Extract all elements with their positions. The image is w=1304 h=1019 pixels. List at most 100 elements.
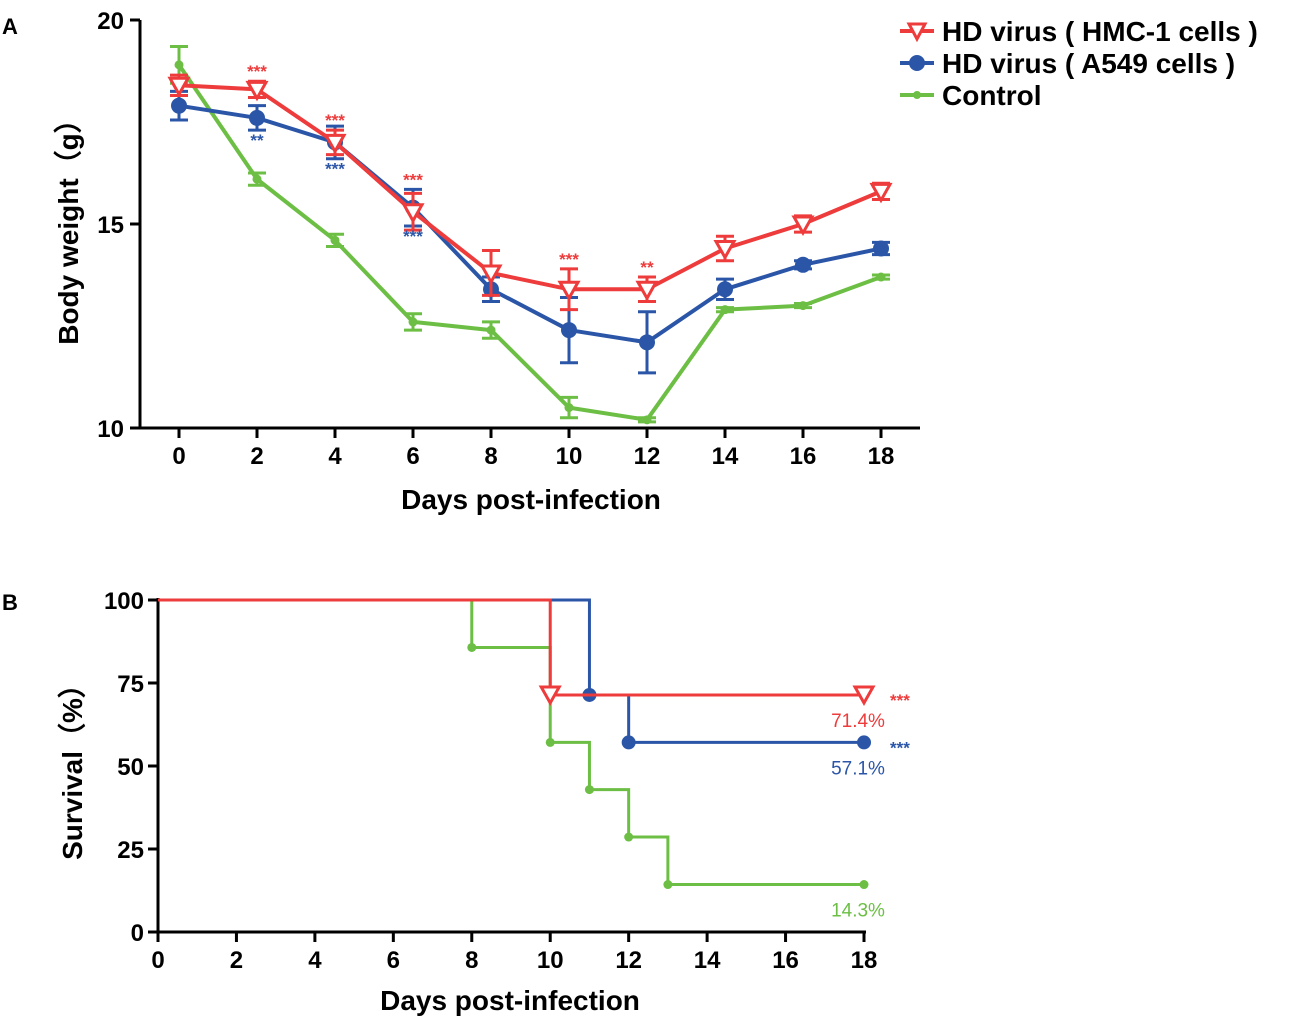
panel-b-x-tick-label: 4 — [308, 947, 322, 974]
panel-a-significance-hmc: *** — [559, 250, 579, 269]
panel-b-point-a549 — [857, 735, 871, 750]
panel-a-point-control — [174, 60, 184, 70]
panel-b-x-tick-label: 12 — [615, 947, 642, 974]
panel-a-y-tick-label: 20 — [97, 8, 124, 35]
panel-b-step-line-control — [158, 598, 864, 887]
panel-a-point-control — [408, 317, 418, 327]
panel-a-point-a549 — [639, 334, 655, 351]
panel-b-x-tick-label: 2 — [230, 947, 243, 974]
panel-a-significance-a549: ** — [250, 131, 264, 150]
panel-a-y-tick-label: 10 — [97, 416, 124, 443]
panel-a-point-hmc — [401, 203, 425, 224]
panel-b-x-tick-label: 0 — [151, 947, 164, 974]
panel-a-significance-hmc: *** — [325, 111, 345, 130]
panel-a-point-hmc — [479, 264, 503, 286]
panel-b-point-a549 — [621, 735, 636, 750]
panel-b-y-tick-label: 100 — [104, 588, 144, 615]
panel-a-x-tick-label: 10 — [556, 443, 583, 470]
panel-b-significance-a549: *** — [890, 738, 910, 757]
panel-a-point-hmc — [557, 280, 581, 302]
legend-item-a549: HD virus ( A549 cells ) — [900, 48, 1235, 79]
panel-b-point-control — [584, 785, 594, 795]
panel-b-survival-chart: B 0 25 50 75 100 0 2 4 6 8 10 12 14 16 18 71.4% *** 57.1… — [2, 588, 910, 1016]
legend-item-control: Control — [900, 80, 1042, 111]
panel-b-y-tick-label: 50 — [117, 754, 144, 781]
panel-a-significance-hmc: *** — [247, 62, 267, 81]
panel-a-series-control — [170, 45, 890, 425]
panel-a-point-hmc — [869, 182, 893, 204]
panel-a-point-control — [798, 301, 808, 311]
panel-a-point-control — [720, 305, 730, 315]
panel-a-x-tick-label: 6 — [406, 443, 419, 470]
panel-b-x-tick-label: 10 — [537, 947, 564, 974]
panel-a-point-a549 — [171, 97, 187, 114]
panel-b-y-tick-label: 25 — [117, 837, 144, 864]
legend-marker-control — [913, 91, 921, 99]
panel-a-point-hmc — [323, 133, 347, 155]
panel-b-x-tick-label: 6 — [387, 947, 400, 974]
panel-a-significance-a549: *** — [403, 227, 423, 246]
panel-b-y-tick-label: 0 — [131, 920, 144, 947]
legend-marker-hmc — [906, 22, 928, 43]
panel-a-point-control — [876, 272, 886, 282]
panel-a-point-control — [564, 403, 574, 413]
panel-a-significance-a549: *** — [325, 160, 345, 179]
panel-b-series-control — [158, 598, 869, 890]
panel-a-x-axis-title: Days post-infection — [401, 484, 661, 515]
panel-a-line-control — [177, 63, 882, 422]
panel-a-point-hmc — [245, 80, 269, 102]
panel-a-point-a549 — [561, 322, 577, 339]
panel-b-point-hmc — [852, 685, 876, 707]
panel-a-x-tick-label: 0 — [172, 443, 185, 470]
panel-b-final-survival-a549: 57.1% — [831, 758, 885, 779]
panel-b-point-control — [467, 642, 477, 652]
panel-b-point-control — [545, 737, 555, 747]
panel-a-point-hmc — [635, 280, 659, 302]
panel-a-point-a549 — [717, 281, 733, 298]
panel-a-x-tick-label: 4 — [328, 443, 342, 470]
panel-a-x-tick-label: 12 — [634, 443, 661, 470]
legend-label-a549: HD virus ( A549 cells ) — [942, 48, 1235, 79]
legend-marker-a549 — [909, 55, 925, 71]
panel-a-point-hmc — [713, 239, 737, 261]
panel-a-point-a549 — [795, 256, 811, 273]
panel-b-x-tick-label: 14 — [694, 947, 721, 974]
panel-a-series-hmc — [167, 73, 893, 312]
panel-a-point-control — [252, 174, 262, 184]
panel-a-point-control — [642, 415, 652, 425]
panel-label-b: B — [2, 590, 18, 615]
panel-a-line-a549 — [178, 103, 882, 345]
panel-a-significance-hmc: ** — [640, 258, 654, 277]
panel-b-step-line-a549 — [158, 598, 864, 744]
panel-b-y-axis-title: Survival（%） — [56, 670, 88, 860]
panel-b-x-axis-title: Days post-infection — [380, 985, 640, 1016]
panel-a-x-tick-label: 2 — [250, 443, 263, 470]
panel-a-series-a549 — [170, 89, 890, 375]
panel-a-point-control — [486, 325, 496, 335]
panel-a-x-tick-label: 18 — [868, 443, 895, 470]
panel-b-final-survival-control: 14.3% — [831, 901, 885, 922]
panel-b-significance-hmc: *** — [890, 691, 910, 710]
panel-a-point-control — [330, 235, 340, 245]
panel-b-point-hmc — [538, 685, 562, 707]
panel-b-y-tick-label: 75 — [117, 671, 144, 698]
panel-b-step-line-hmc — [158, 598, 864, 697]
panel-a-point-hmc — [791, 215, 815, 237]
panel-b-x-tick-label: 18 — [851, 947, 878, 974]
panel-a-x-tick-label: 14 — [712, 443, 739, 470]
panel-a-x-tick-label: 8 — [484, 443, 497, 470]
panel-b-series-hmc — [158, 598, 876, 707]
panel-b-point-control — [859, 880, 869, 890]
panel-a-point-hmc — [167, 76, 191, 98]
panel-b-point-control — [624, 832, 634, 842]
panel-a-x-tick-label: 16 — [790, 443, 817, 470]
panel-a-point-a549 — [873, 240, 889, 257]
panel-a-point-a549 — [249, 109, 265, 126]
panel-b-x-tick-label: 8 — [465, 947, 478, 974]
panel-a-y-tick-label: 15 — [97, 212, 124, 239]
panel-b-point-control — [663, 880, 673, 890]
legend: HD virus ( HMC-1 cells ) HD virus ( A549… — [900, 16, 1258, 111]
panel-b-x-tick-label: 16 — [772, 947, 799, 974]
